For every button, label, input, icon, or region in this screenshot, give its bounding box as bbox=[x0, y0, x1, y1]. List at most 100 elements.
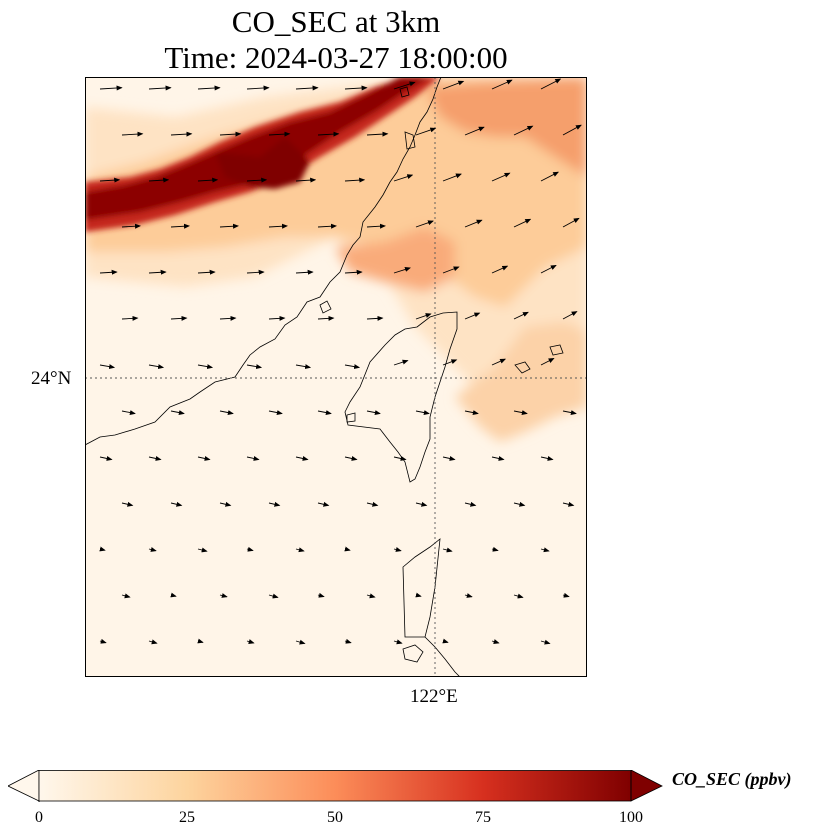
colorbar bbox=[7, 769, 663, 805]
wind-arrow bbox=[344, 269, 363, 275]
wind-arrow bbox=[246, 456, 260, 461]
wind-arrow bbox=[268, 315, 286, 321]
wind-arrow bbox=[393, 456, 407, 461]
wind-arrow bbox=[295, 177, 317, 183]
wind-arrow bbox=[295, 85, 319, 91]
wind-arrow bbox=[442, 80, 465, 90]
wind-arrow bbox=[366, 593, 376, 599]
wind-arrow bbox=[197, 269, 216, 275]
wind-arrow bbox=[491, 358, 507, 366]
wind-arrow bbox=[317, 315, 335, 321]
wind-arrow bbox=[121, 593, 131, 599]
colorbar-graphic bbox=[7, 769, 663, 805]
wind-arrow bbox=[219, 131, 242, 137]
wind-arrow bbox=[442, 638, 449, 644]
wind-arrow bbox=[415, 501, 428, 507]
colorbar-label: CO_SEC (ppbv) bbox=[672, 769, 792, 789]
wind-arrow bbox=[366, 223, 386, 229]
wind-arrow bbox=[562, 311, 578, 320]
wind-arrow bbox=[246, 639, 255, 644]
wind-arrow bbox=[246, 364, 263, 370]
wind-arrow bbox=[540, 456, 554, 461]
wind-arrow bbox=[393, 267, 411, 274]
wind-arrow bbox=[121, 501, 134, 507]
wind-arrow bbox=[170, 223, 190, 229]
wind-arrow bbox=[121, 223, 141, 229]
wind-arrow bbox=[442, 173, 462, 182]
colorbar-tick-50: 50 bbox=[327, 809, 343, 826]
gridlines bbox=[85, 77, 587, 677]
colorbar-min-extend bbox=[7, 769, 40, 802]
wind-arrow bbox=[317, 223, 337, 229]
wind-arrow bbox=[268, 223, 288, 229]
wind-arrow bbox=[415, 127, 437, 136]
wind-arrow bbox=[219, 410, 234, 416]
figure-title-line-1: CO_SEC at 3km bbox=[231, 4, 441, 39]
wind-arrow bbox=[513, 125, 534, 136]
wind-arrow bbox=[344, 85, 368, 91]
wind-arrow bbox=[464, 312, 481, 320]
wind-arrow bbox=[99, 456, 113, 461]
wind-arrow bbox=[268, 131, 291, 137]
wind-arrow bbox=[442, 266, 460, 274]
wind-arrow bbox=[295, 456, 309, 461]
wind-arrow bbox=[366, 315, 384, 321]
wind-arrow bbox=[540, 264, 557, 274]
wind-arrow bbox=[268, 410, 283, 416]
wind-arrow bbox=[464, 501, 477, 507]
colorbar-tick-25: 25 bbox=[179, 809, 195, 826]
wind-arrow bbox=[540, 171, 559, 182]
wind-arrow bbox=[170, 315, 188, 321]
wind-arrow bbox=[148, 547, 157, 552]
wind-vectors bbox=[99, 78, 582, 645]
wind-arrow bbox=[491, 639, 500, 644]
colorbar-tick-75: 75 bbox=[475, 809, 491, 826]
wind-arrow bbox=[268, 501, 281, 507]
wind-arrow bbox=[170, 131, 193, 137]
wind-arrow bbox=[344, 638, 352, 644]
wind-arrow bbox=[148, 85, 172, 91]
wind-arrow bbox=[491, 546, 499, 552]
wind-arrow bbox=[393, 174, 414, 182]
figure-title-line-2: Time: 2024-03-27 18:00:00 bbox=[164, 40, 508, 75]
wind-arrow bbox=[219, 593, 228, 598]
wind-arrow bbox=[513, 311, 529, 320]
wind-arrow bbox=[393, 639, 403, 645]
colorbar-max-extend bbox=[630, 769, 663, 802]
wind-arrow bbox=[442, 456, 456, 461]
wind-arrow bbox=[148, 177, 170, 183]
wind-arrow bbox=[464, 410, 479, 416]
wind-arrow bbox=[148, 364, 165, 370]
wind-arrow bbox=[491, 79, 513, 90]
wind-arrow bbox=[317, 592, 325, 598]
wind-arrow bbox=[562, 410, 577, 416]
wind-arrow bbox=[513, 593, 524, 599]
colorbar-tick-100: 100 bbox=[619, 809, 643, 826]
wind-arrow bbox=[464, 126, 485, 136]
wind-arrow bbox=[415, 220, 434, 228]
wind-arrow bbox=[344, 456, 358, 461]
wind-arrow bbox=[246, 269, 265, 275]
wind-arrow bbox=[562, 124, 582, 136]
wind-arrow bbox=[464, 219, 483, 228]
wind-arrow bbox=[219, 315, 237, 321]
wind-arrow bbox=[344, 364, 361, 370]
wind-arrow bbox=[366, 410, 381, 416]
colorbar-gradient bbox=[39, 770, 631, 801]
wind-arrow bbox=[246, 546, 254, 552]
wind-arrow bbox=[197, 177, 219, 183]
wind-arrow bbox=[540, 547, 550, 553]
wind-arrow bbox=[513, 501, 526, 507]
wind-arrow bbox=[197, 547, 208, 553]
wind-arrow bbox=[197, 364, 214, 370]
wind-arrow bbox=[121, 131, 144, 137]
wind-arrow bbox=[540, 78, 562, 90]
wind-arrow bbox=[393, 81, 416, 90]
wind-arrow bbox=[219, 223, 239, 229]
wind-arrow bbox=[246, 85, 270, 91]
map-panel bbox=[85, 77, 587, 677]
wind-arrow bbox=[491, 456, 505, 461]
wind-arrow bbox=[540, 639, 551, 645]
wind-arrow bbox=[393, 359, 409, 366]
wind-arrow bbox=[442, 547, 453, 553]
